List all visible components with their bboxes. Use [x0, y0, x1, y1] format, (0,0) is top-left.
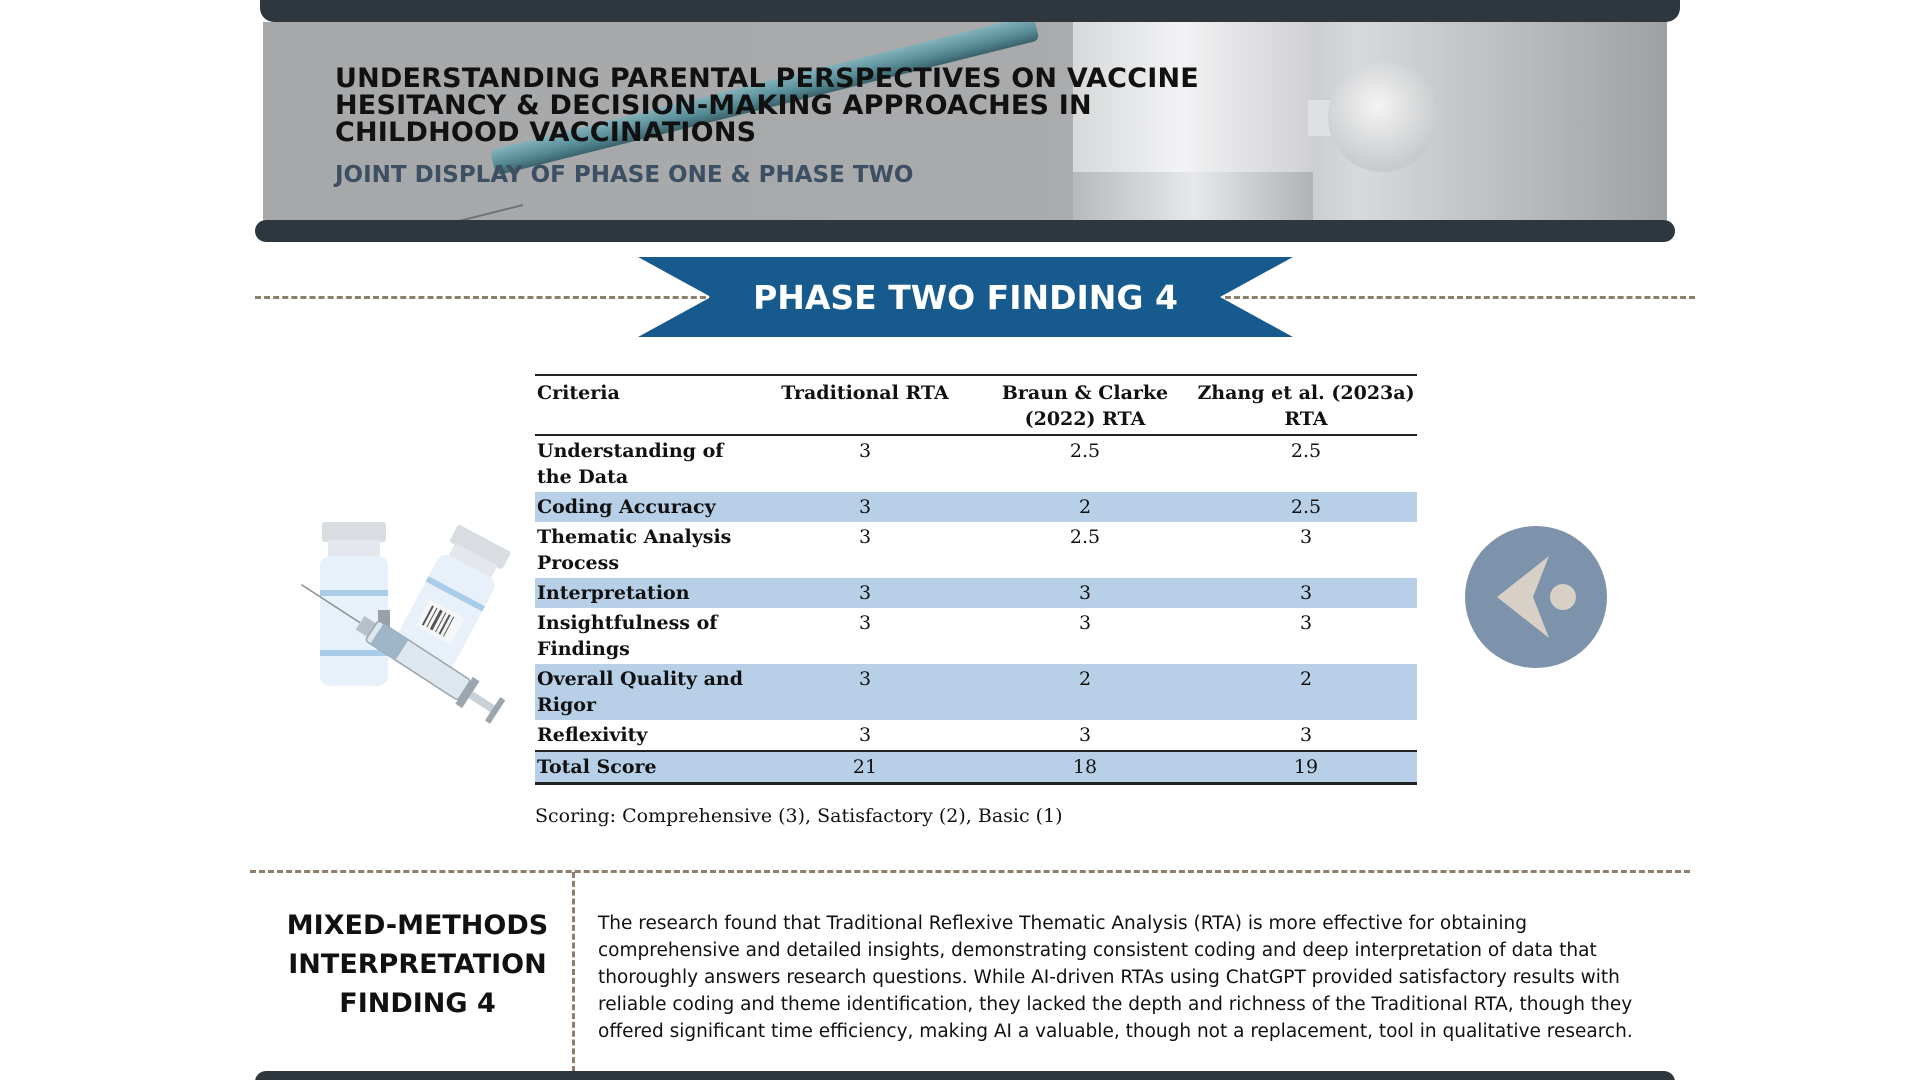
row-criteria: Reflexivity: [537, 724, 648, 746]
rta-comparison-table: Criteria Traditional RTA Braun & Clarke …: [535, 374, 1417, 785]
scoring-note: Scoring: Comprehensive (3), Satisfactory…: [535, 805, 1063, 827]
plunger-decoration: [1328, 62, 1438, 172]
interpretation-body: The research found that Traditional Refl…: [598, 913, 1633, 1042]
row-criteria: Insightfulness of Findings: [537, 612, 718, 660]
total-score-row: Total Score 21 18 19: [535, 751, 1417, 784]
ribbon-label: PHASE TWO FINDING 4: [753, 277, 1178, 317]
row-traditional-score: 3: [755, 578, 975, 608]
syringe-needle-decoration: [328, 204, 524, 220]
row-braun-clarke-score: 2.5: [1069, 526, 1101, 548]
table-header-row: Criteria Traditional RTA Braun & Clarke …: [535, 375, 1417, 435]
row-zhang-score: 2: [1195, 664, 1417, 720]
header-traditional-rta: Traditional RTA: [781, 382, 949, 404]
total-label: Total Score: [535, 751, 755, 784]
row-zhang-score: 3: [1299, 526, 1313, 548]
row-zhang-score: 3: [1299, 724, 1313, 746]
row-traditional-score: 3: [858, 612, 872, 634]
row-zhang-score: 3: [1299, 612, 1313, 634]
header-zhang-rta: Zhang et al. (2023a) RTA: [1197, 382, 1415, 430]
row-traditional-score: 3: [858, 440, 872, 462]
footer-bar: [255, 1071, 1675, 1080]
vaccine-vials-syringe-icon: [300, 522, 511, 724]
ribbon-dash-right: [1225, 296, 1695, 299]
finding-ribbon: [638, 257, 1293, 337]
header-criteria: Criteria: [537, 382, 620, 404]
row-criteria: Understanding of the Data: [537, 440, 724, 488]
table-row: Insightfulness of Findings 3 3 3: [535, 608, 1417, 664]
total-braun-clarke: 18: [975, 751, 1195, 784]
comparison-table: Criteria Traditional RTA Braun & Clarke …: [535, 374, 1417, 785]
row-braun-clarke-score: 3: [975, 578, 1195, 608]
row-criteria: Thematic Analysis Process: [537, 526, 732, 574]
row-braun-clarke-score: 2: [975, 492, 1195, 522]
table-row: Interpretation 3 3 3: [535, 578, 1417, 608]
row-traditional-score: 3: [755, 664, 975, 720]
header-bottom-bar: [255, 220, 1675, 242]
header-top-bar: [260, 0, 1680, 22]
section-divider: [250, 870, 1690, 873]
page-title: Understanding Parental Perspectives on V…: [335, 63, 1199, 148]
row-braun-clarke-score: 2: [975, 664, 1195, 720]
header-banner: [263, 22, 1667, 220]
interpretation-title: MIXED-METHODS INTERPRETATION FINDING 4: [286, 910, 549, 1019]
row-criteria: Overall Quality and Rigor: [535, 664, 755, 720]
total-traditional: 21: [755, 751, 975, 784]
header-braun-clarke-rta: Braun & Clarke (2022) RTA: [1001, 382, 1169, 430]
vial-neck-decoration: [1073, 172, 1313, 220]
row-zhang-score: 2.5: [1195, 492, 1417, 522]
row-braun-clarke-score: 3: [1078, 724, 1092, 746]
row-braun-clarke-score: 2.5: [1069, 440, 1101, 462]
table-row: Reflexivity 3 3 3: [535, 720, 1417, 751]
row-braun-clarke-score: 3: [1078, 612, 1092, 634]
table-row: Coding Accuracy 3 2 2.5: [535, 492, 1417, 522]
back-arrow-icon: [1497, 556, 1576, 638]
ribbon-dash-left: [255, 296, 715, 299]
row-traditional-score: 3: [858, 724, 872, 746]
table-row: Thematic Analysis Process 3 2.5 3: [535, 522, 1417, 578]
row-traditional-score: 3: [755, 492, 975, 522]
page-subtitle: Joint Display of Phase One & Phase Two: [335, 162, 914, 188]
row-zhang-score: 2.5: [1290, 440, 1322, 462]
total-zhang: 19: [1195, 751, 1417, 784]
row-criteria: Interpretation: [535, 578, 755, 608]
table-row: Overall Quality and Rigor 3 2 2: [535, 664, 1417, 720]
table-row: Understanding of the Data 3 2.5 2.5: [535, 435, 1417, 492]
back-button[interactable]: [1465, 526, 1607, 668]
interpretation-divider: [572, 872, 575, 1072]
row-traditional-score: 3: [858, 526, 872, 548]
row-zhang-score: 3: [1195, 578, 1417, 608]
row-criteria: Coding Accuracy: [535, 492, 755, 522]
